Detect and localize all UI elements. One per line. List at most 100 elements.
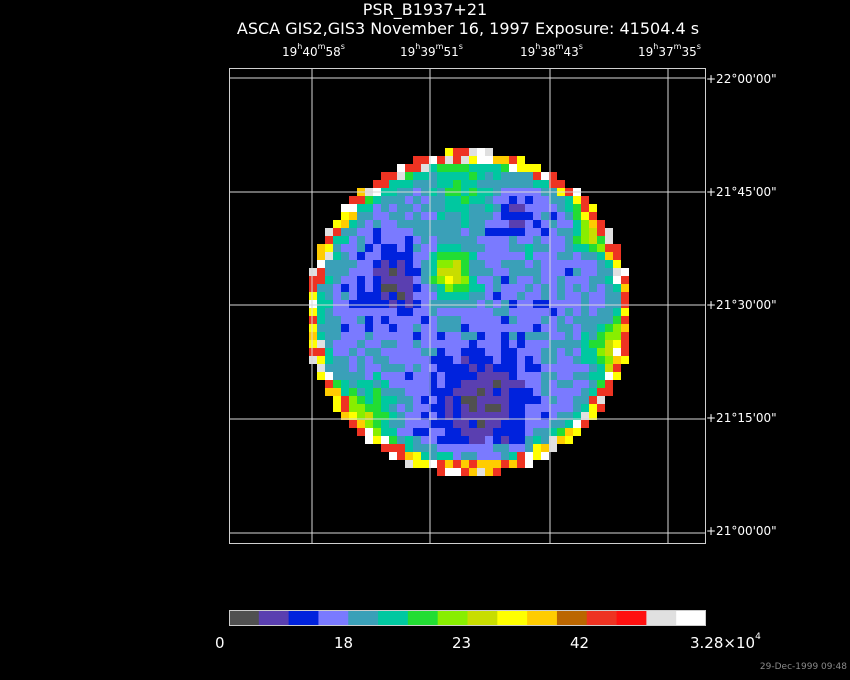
map-pixel	[565, 372, 573, 380]
map-pixel	[397, 444, 405, 452]
map-pixel	[453, 452, 461, 460]
map-pixel	[549, 268, 557, 276]
map-pixel	[373, 204, 381, 212]
map-pixel	[453, 444, 461, 452]
map-pixel	[501, 412, 509, 420]
map-pixel	[525, 412, 533, 420]
map-pixel	[397, 452, 405, 460]
map-pixel	[485, 268, 493, 276]
map-pixel	[397, 316, 405, 324]
map-pixel	[573, 364, 581, 372]
map-pixel	[549, 220, 557, 228]
map-pixel	[445, 268, 453, 276]
map-pixel	[525, 332, 533, 340]
map-pixel	[317, 268, 325, 276]
map-pixel	[365, 300, 373, 308]
map-pixel	[525, 252, 533, 260]
map-pixel	[485, 412, 493, 420]
map-pixel	[509, 156, 517, 164]
map-pixel	[581, 196, 589, 204]
map-pixel	[397, 396, 405, 404]
map-pixel	[541, 356, 549, 364]
map-pixel	[413, 380, 421, 388]
map-pixel	[573, 244, 581, 252]
map-pixel	[485, 212, 493, 220]
map-pixel	[445, 292, 453, 300]
map-pixel	[445, 332, 453, 340]
map-pixel	[541, 292, 549, 300]
map-pixel	[533, 292, 541, 300]
map-pixel	[309, 308, 317, 316]
map-pixel	[421, 364, 429, 372]
map-pixel	[565, 428, 573, 436]
map-pixel	[477, 212, 485, 220]
map-pixel	[365, 332, 373, 340]
map-pixel	[317, 340, 325, 348]
dec-tick-label: +21°30'00"	[706, 298, 777, 312]
map-pixel	[453, 396, 461, 404]
map-pixel	[365, 396, 373, 404]
map-pixel	[589, 204, 597, 212]
map-pixel	[501, 156, 509, 164]
map-pixel	[437, 348, 445, 356]
map-pixel	[477, 436, 485, 444]
map-pixel	[613, 244, 621, 252]
map-pixel	[469, 276, 477, 284]
map-pixel	[365, 436, 373, 444]
map-pixel	[549, 284, 557, 292]
map-pixel	[365, 252, 373, 260]
map-pixel	[541, 444, 549, 452]
map-pixel	[317, 348, 325, 356]
map-pixel	[397, 412, 405, 420]
map-pixel	[317, 364, 325, 372]
map-pixel	[421, 252, 429, 260]
map-pixel	[469, 420, 477, 428]
map-pixel	[429, 180, 437, 188]
map-pixel	[565, 356, 573, 364]
map-pixel	[389, 172, 397, 180]
map-pixel	[365, 404, 373, 412]
map-pixel	[461, 164, 469, 172]
map-pixel	[581, 300, 589, 308]
map-pixel	[613, 300, 621, 308]
map-pixel	[525, 276, 533, 284]
map-pixel	[405, 404, 413, 412]
map-pixel	[341, 268, 349, 276]
map-pixel	[477, 300, 485, 308]
map-pixel	[341, 404, 349, 412]
map-pixel	[509, 276, 517, 284]
map-pixel	[605, 308, 613, 316]
map-pixel	[517, 300, 525, 308]
map-pixel	[341, 356, 349, 364]
map-pixel	[373, 260, 381, 268]
map-pixel	[493, 396, 501, 404]
map-pixel	[445, 444, 453, 452]
map-pixel	[373, 228, 381, 236]
colorbar-segment	[407, 610, 439, 626]
map-pixel	[309, 276, 317, 284]
map-pixel	[573, 268, 581, 276]
map-pixel	[533, 220, 541, 228]
map-pixel	[509, 220, 517, 228]
map-pixel	[373, 420, 381, 428]
map-pixel	[557, 348, 565, 356]
map-pixel	[613, 268, 621, 276]
map-pixel	[597, 396, 605, 404]
colorbar-segment	[437, 610, 468, 626]
map-pixel	[437, 460, 445, 468]
map-pixel	[573, 396, 581, 404]
map-pixel	[597, 380, 605, 388]
map-pixel	[453, 284, 461, 292]
map-pixel	[461, 364, 469, 372]
map-pixel	[533, 300, 541, 308]
map-pixel	[429, 156, 437, 164]
map-pixel	[429, 460, 437, 468]
map-pixel	[413, 452, 421, 460]
map-pixel	[397, 268, 405, 276]
map-pixel	[397, 204, 405, 212]
map-pixel	[613, 356, 621, 364]
map-pixel	[453, 356, 461, 364]
map-pixel	[557, 420, 565, 428]
map-pixel	[621, 348, 629, 356]
map-pixel	[461, 428, 469, 436]
